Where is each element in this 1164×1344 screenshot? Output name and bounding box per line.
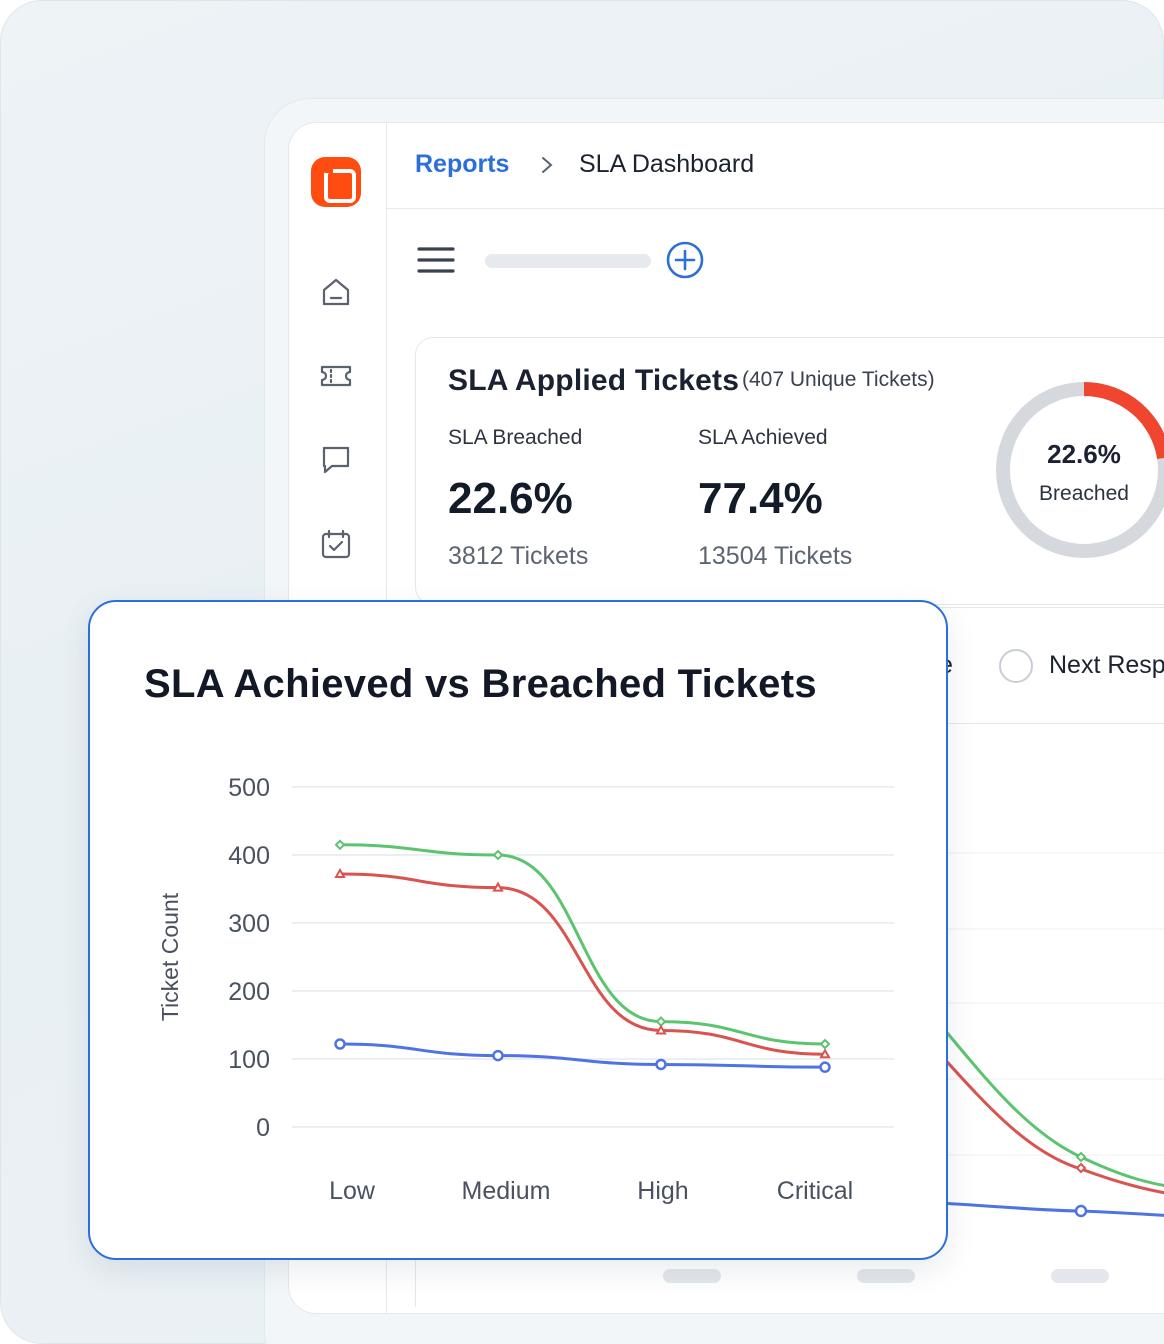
- stats-subtitle: (407 Unique Tickets): [742, 368, 935, 391]
- data-point: [334, 1038, 346, 1050]
- stats-title: SLA Applied Tickets: [448, 364, 740, 397]
- home-icon[interactable]: [319, 275, 353, 309]
- sla-line-chart: 500 400 300 200 100 0 Low Medium High Critical Tic…: [157, 774, 894, 1205]
- search-placeholder-bar[interactable]: [485, 254, 651, 268]
- chart-title: SLA Achieved vs Breached Tickets: [144, 662, 817, 706]
- data-point: [492, 1049, 504, 1062]
- y-tick-label: 300: [228, 910, 270, 938]
- pagination-pill[interactable]: [663, 1269, 721, 1283]
- y-tick-label: 500: [228, 774, 270, 802]
- data-point: [334, 868, 346, 879]
- ticket-icon[interactable]: [319, 359, 353, 393]
- data-point: [819, 1048, 831, 1059]
- chevron-right-icon: [542, 157, 553, 173]
- x-tick-label: Critical: [777, 1177, 853, 1205]
- achieved-count: 13504 Tickets: [698, 542, 853, 570]
- donut-breached-arc: [996, 382, 1164, 558]
- calendar-check-icon[interactable]: [319, 527, 353, 561]
- donut-value: 22.6%: [1047, 439, 1121, 469]
- series-line: [339, 1042, 826, 1069]
- radio-next-response-label[interactable]: Next Resp: [1049, 651, 1164, 679]
- breadcrumb-reports-link[interactable]: Reports: [415, 150, 510, 178]
- series-line: [339, 843, 826, 1046]
- radio-next-response[interactable]: [999, 649, 1033, 683]
- background-chart-lines: [915, 852, 1164, 1218]
- breached-value: 22.6%: [448, 474, 573, 523]
- breadcrumb: Reports SLA Dashboard: [387, 123, 1164, 209]
- y-tick-label: 400: [228, 842, 270, 870]
- pagination-pill[interactable]: [1051, 1269, 1109, 1283]
- sla-stats-card: SLA Applied Tickets (407 Unique Tickets)…: [415, 337, 1164, 605]
- series-line: [339, 872, 826, 1056]
- x-tick-label: Low: [329, 1177, 376, 1205]
- y-axis-label: Ticket Count: [157, 892, 183, 1021]
- filter-divider: [945, 723, 1164, 724]
- data-point: [492, 849, 504, 861]
- breached-count: 3812 Tickets: [448, 542, 589, 570]
- sla-chart-card: SLA Achieved vs Breached Tickets 500 400 3…: [88, 600, 948, 1260]
- data-point: [655, 1058, 667, 1071]
- donut-label: Breached: [1039, 482, 1129, 505]
- data-point: [334, 839, 346, 851]
- breached-donut-chart: [996, 382, 1164, 558]
- data-point: [655, 1016, 667, 1028]
- x-tick-label: Medium: [462, 1177, 551, 1205]
- breached-label: SLA Breached: [448, 426, 583, 449]
- achieved-label: SLA Achieved: [698, 426, 828, 449]
- data-point: [655, 1024, 667, 1035]
- y-tick-label: 100: [228, 1046, 270, 1074]
- page-title: SLA Dashboard: [579, 150, 755, 178]
- brand-logo-icon[interactable]: [311, 157, 361, 207]
- data-point: [819, 1038, 831, 1050]
- y-tick-label: 0: [256, 1114, 270, 1142]
- plus-circle-icon[interactable]: [665, 240, 705, 280]
- x-tick-label: High: [637, 1177, 688, 1205]
- pagination-pill[interactable]: [857, 1269, 915, 1283]
- hamburger-menu-icon[interactable]: [417, 245, 455, 275]
- y-tick-label: 200: [228, 978, 270, 1006]
- chat-icon[interactable]: [319, 443, 353, 477]
- data-point: [819, 1061, 831, 1073]
- achieved-value: 77.4%: [698, 474, 823, 523]
- data-point: [492, 881, 504, 892]
